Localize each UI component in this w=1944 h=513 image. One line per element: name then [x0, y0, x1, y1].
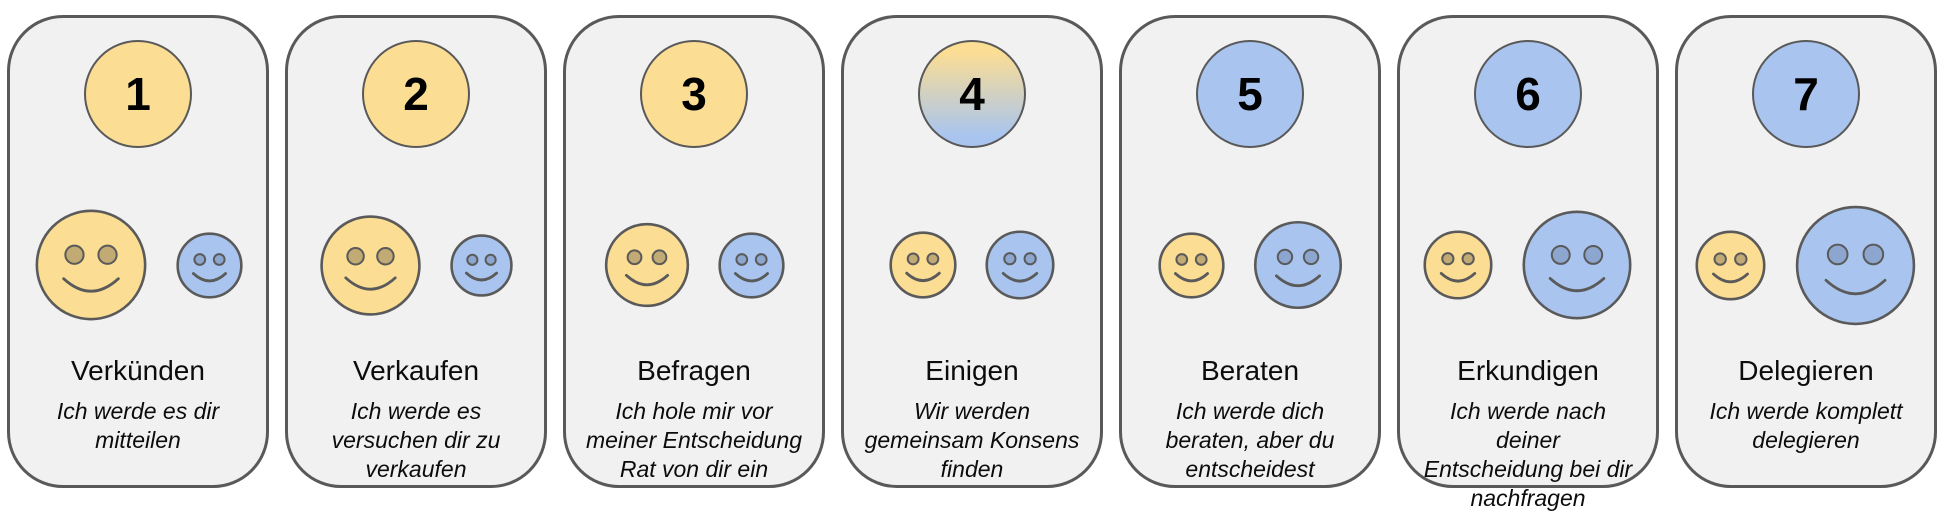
faces-row: [10, 202, 266, 328]
team-smiley-icon: [1794, 204, 1917, 327]
card-title: Verkaufen: [352, 355, 480, 386]
manager-smiley-icon: [889, 231, 957, 299]
level-number: 4: [959, 68, 985, 120]
delegation-card-6: 6 Erkundigen Ich werde nach deiner Entsc…: [1397, 15, 1659, 511]
faces-row: [1122, 202, 1378, 328]
faces-row: [288, 202, 544, 328]
level-number-badge: 5: [1196, 40, 1304, 148]
card-title: Delegieren: [1738, 355, 1874, 386]
level-number-badge: 1: [84, 40, 192, 148]
manager-smiley-icon: [604, 222, 690, 308]
faces-row: [1678, 202, 1934, 328]
level-number: 2: [403, 68, 429, 120]
card-subtitle: Ich werde dich beraten, aber du entschei…: [1165, 398, 1335, 482]
level-number-badge: 3: [640, 40, 748, 148]
card-subtitle: Ich werde komplett delegieren: [1709, 398, 1903, 453]
team-smiley-icon: [176, 232, 243, 299]
card-title: Erkundigen: [1457, 355, 1599, 386]
level-number: 3: [681, 68, 707, 120]
faces-row: [844, 202, 1100, 328]
delegation-card-3: 3 Befragen Ich hole mir vor meiner Entsc…: [563, 15, 825, 488]
team-smiley-icon: [1253, 220, 1343, 310]
faces-row: [1400, 202, 1656, 328]
level-number-badge: 7: [1752, 40, 1860, 148]
card-subtitle: Ich werde es dir mitteilen: [56, 398, 220, 453]
level-number-badge: 4: [918, 40, 1026, 148]
level-number: 6: [1515, 68, 1541, 120]
card-title: Befragen: [637, 355, 751, 386]
card-title: Verkünden: [71, 355, 205, 386]
level-number-badge: 6: [1474, 40, 1582, 148]
manager-smiley-icon: [319, 214, 422, 317]
card-subtitle: Wir werden gemeinsam Konsens finden: [864, 398, 1080, 482]
team-smiley-icon: [1521, 209, 1633, 321]
delegation-card-5: 5 Beraten Ich werde dich beraten, aber d…: [1119, 15, 1381, 488]
level-number: 1: [125, 68, 151, 120]
manager-smiley-icon: [34, 208, 148, 322]
level-number: 7: [1793, 68, 1819, 120]
card-subtitle: Ich werde nach deiner Entscheidung bei d…: [1423, 398, 1633, 511]
delegation-card-1: 1 Verkünden Ich werde es dir mitteilen: [7, 15, 269, 488]
delegation-card-7: 7 Delegieren Ich werde komplett delegier…: [1675, 15, 1937, 488]
level-number-badge: 2: [362, 40, 470, 148]
card-subtitle: Ich hole mir vor meiner Entscheidung Rat…: [585, 398, 803, 482]
manager-smiley-icon: [1695, 230, 1766, 301]
manager-smiley-icon: [1158, 232, 1225, 299]
manager-smiley-icon: [1423, 230, 1493, 300]
delegation-card-4: 4 Einigen Wir werden gemeinsam Konsens f…: [841, 15, 1103, 488]
card-subtitle: Ich werde es versuchen dir zu verkaufen: [331, 398, 501, 482]
level-number: 5: [1237, 68, 1263, 120]
card-title: Beraten: [1200, 355, 1300, 386]
delegation-card-2: 2 Verkaufen Ich werde es versuchen dir z…: [285, 15, 547, 488]
card-title: Einigen: [925, 355, 1019, 386]
faces-row: [566, 202, 822, 328]
team-smiley-icon: [718, 232, 785, 299]
team-smiley-icon: [985, 230, 1055, 300]
team-smiley-icon: [450, 234, 513, 297]
